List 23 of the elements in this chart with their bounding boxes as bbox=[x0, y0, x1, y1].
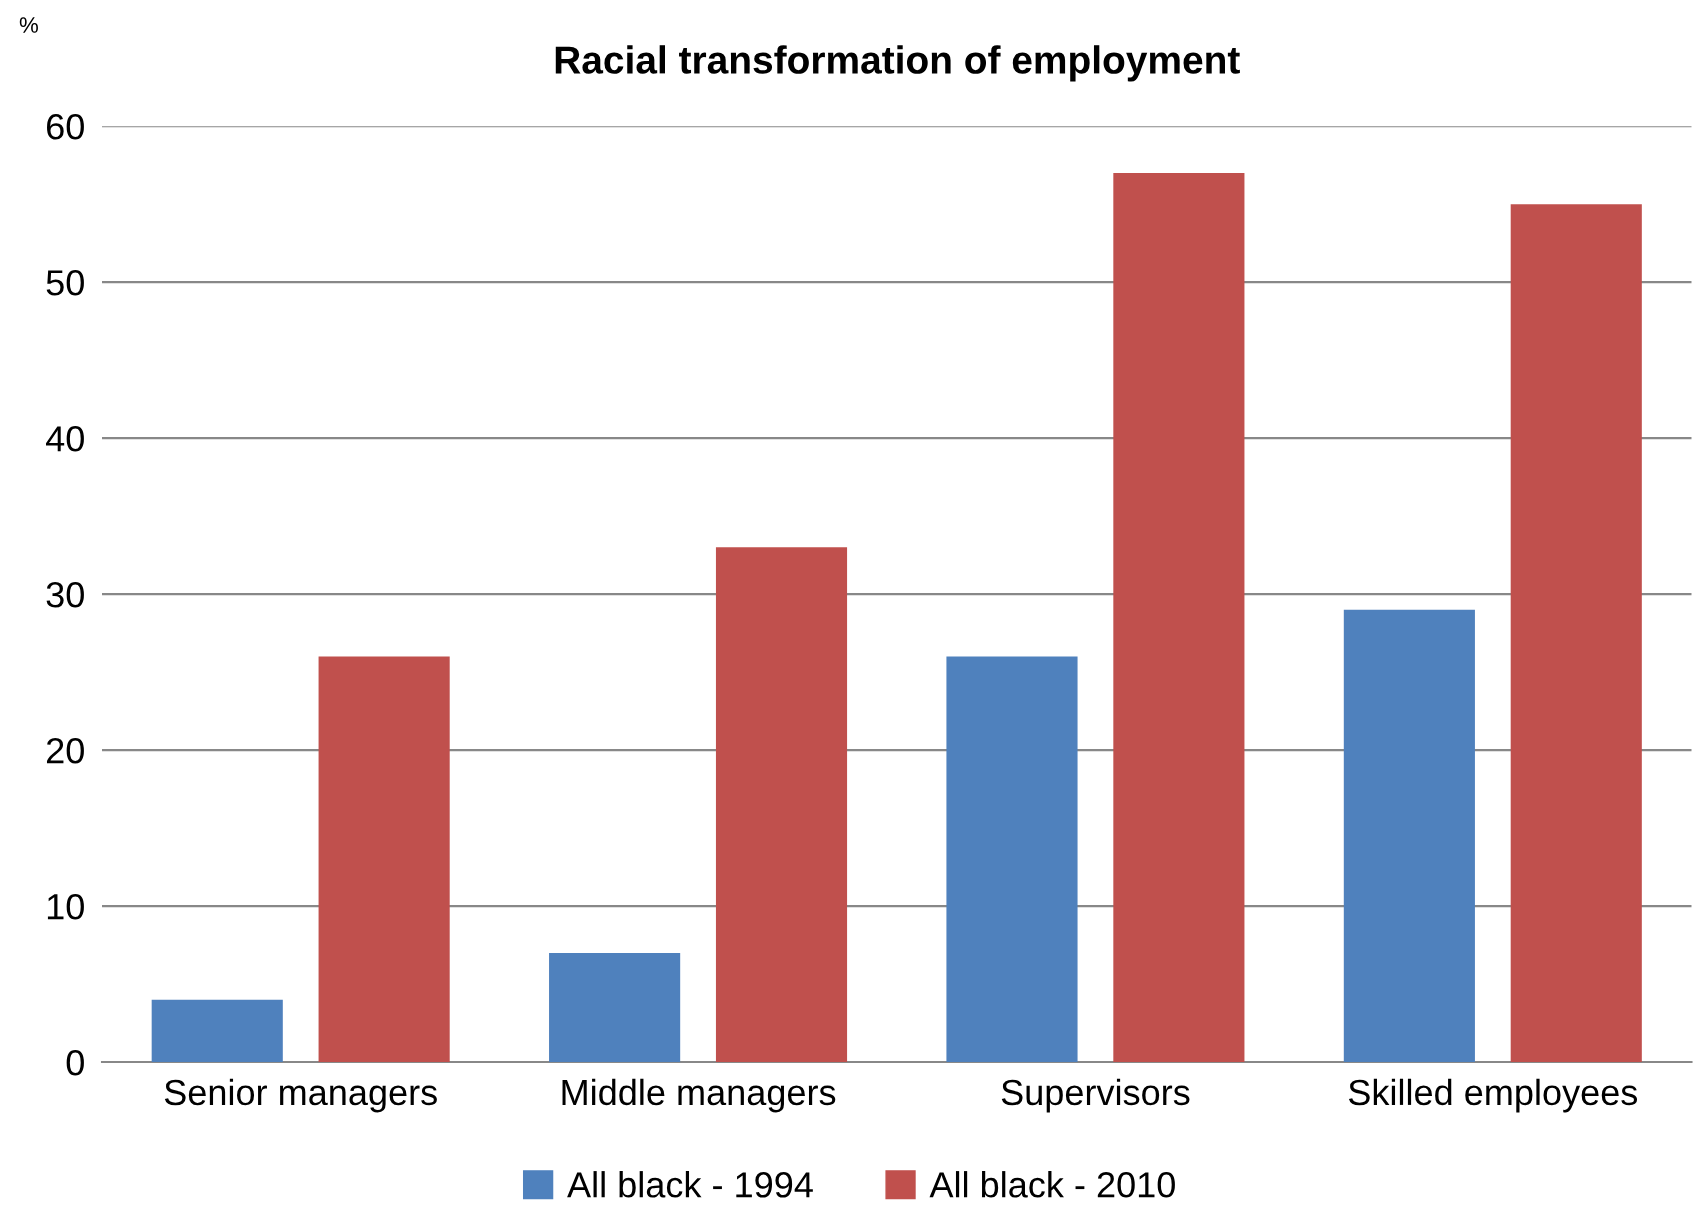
bar bbox=[1113, 172, 1245, 1063]
bar bbox=[549, 952, 681, 1063]
bar bbox=[1343, 609, 1475, 1063]
y-tick-label: 0 bbox=[66, 1049, 84, 1076]
bar bbox=[318, 656, 450, 1063]
y-tick-label: 10 bbox=[47, 893, 84, 920]
y-tick-label: 60 bbox=[47, 114, 84, 140]
bar bbox=[715, 547, 848, 1063]
y-tick-label: 20 bbox=[46, 737, 84, 764]
bar bbox=[946, 656, 1078, 1063]
y-axis-title: % bbox=[19, 17, 38, 33]
x-tick-label: Senior managers bbox=[164, 1078, 437, 1113]
y-tick-label: 50 bbox=[46, 270, 84, 296]
legend-label: All black - 1994 bbox=[567, 1171, 813, 1198]
y-tick-label: 40 bbox=[46, 426, 84, 452]
bar bbox=[1510, 204, 1642, 1063]
x-tick-label: Supervisors bbox=[1001, 1078, 1190, 1113]
chart-title: Racial transformation of employment bbox=[555, 45, 1240, 82]
legend-label: All black - 2010 bbox=[929, 1171, 1175, 1198]
x-tick-label: Middle managers bbox=[562, 1078, 836, 1113]
y-tick-label: 30 bbox=[46, 581, 84, 608]
x-tick-label: Skilled employees bbox=[1348, 1078, 1638, 1113]
bar bbox=[151, 999, 283, 1063]
